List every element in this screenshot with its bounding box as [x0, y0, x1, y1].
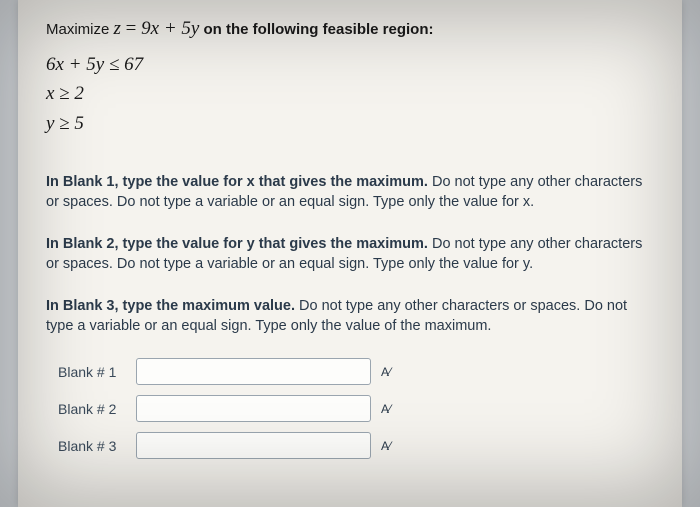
blank-row-3: Blank # 3 A⁄ — [46, 432, 654, 459]
question-card: Maximize z = 9x + 5y on the following fe… — [18, 0, 682, 507]
prompt-prefix: Maximize — [46, 21, 114, 38]
instruction-3-bold: In Blank 3, type the maximum value. — [46, 298, 295, 314]
prompt-suffix: on the following feasible region: — [199, 21, 433, 38]
blank-row-2: Blank # 2 A⁄ — [46, 395, 654, 422]
font-size-icon[interactable]: A⁄ — [381, 402, 391, 416]
blank-label-3: Blank # 3 — [58, 438, 136, 454]
instruction-2-bold: In Blank 2, type the value for y that gi… — [46, 236, 428, 252]
blank-row-1: Blank # 1 A⁄ — [46, 358, 654, 385]
blank-input-3[interactable] — [136, 432, 371, 459]
instruction-1: In Blank 1, type the value for x that gi… — [46, 172, 654, 212]
instruction-3: In Blank 3, type the maximum value. Do n… — [46, 296, 654, 336]
objective-lhs: z — [114, 18, 121, 39]
blank-input-1[interactable] — [136, 358, 371, 385]
prompt-line: Maximize z = 9x + 5y on the following fe… — [46, 18, 654, 40]
constraint-2: x ≥ 2 — [46, 79, 654, 108]
blank-label-1: Blank # 1 — [58, 364, 136, 380]
font-size-icon[interactable]: A⁄ — [381, 365, 391, 379]
constraint-1: 6x + 5y ≤ 67 — [46, 50, 654, 79]
constraints-block: 6x + 5y ≤ 67 x ≥ 2 y ≥ 5 — [46, 50, 654, 138]
font-size-icon[interactable]: A⁄ — [381, 439, 391, 453]
objective-rhs: 9x + 5y — [141, 18, 199, 39]
instruction-2: In Blank 2, type the value for y that gi… — [46, 234, 654, 274]
blank-input-2[interactable] — [136, 395, 371, 422]
constraint-3: y ≥ 5 — [46, 109, 654, 138]
objective-eq: = — [121, 18, 141, 39]
instruction-1-bold: In Blank 1, type the value for x that gi… — [46, 174, 428, 190]
blank-label-2: Blank # 2 — [58, 401, 136, 417]
